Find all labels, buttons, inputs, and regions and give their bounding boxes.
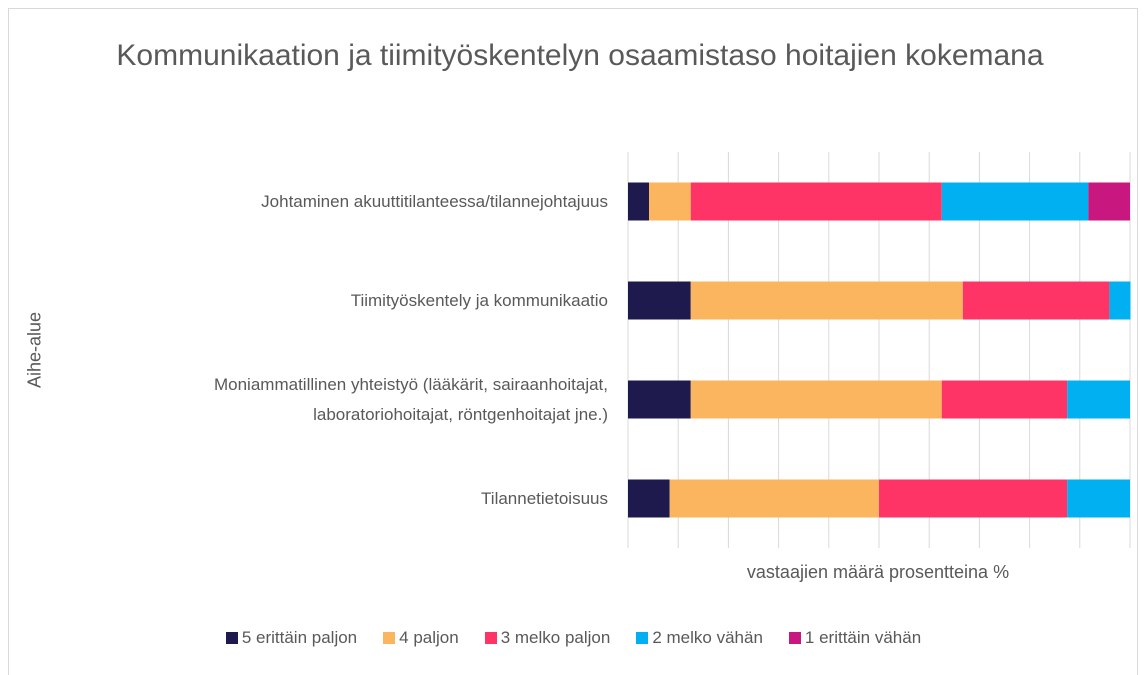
x-axis-label: vastaajien määrä prosentteina %	[746, 562, 1010, 582]
legend-item: 2 melko vähän	[636, 628, 763, 648]
legend-item: 4 paljon	[383, 628, 459, 648]
bar-segment	[628, 479, 670, 518]
bar-segment	[690, 281, 963, 320]
legend-item: 1 erittäin vähän	[788, 628, 922, 648]
legend-item: 3 melko paljon	[484, 628, 611, 648]
bar-segment	[628, 380, 691, 419]
legend-label: 2 melko vähän	[652, 628, 763, 647]
legend-label: 1 erittäin vähän	[804, 628, 922, 647]
chart-title: Kommunikaation ja tiimityöskentelyn osaa…	[116, 39, 1044, 72]
bar-segment	[690, 380, 942, 419]
y-tick-label: Tilannetietoisuus	[481, 488, 608, 508]
y-tick-label: Tiimityöskentely ja kommunikaatio	[350, 290, 608, 310]
bar-segment	[941, 380, 1068, 419]
legend-label: 5 erittäin paljon	[241, 628, 358, 647]
legend-swatch	[225, 632, 238, 644]
bar-segment	[628, 281, 691, 320]
y-tick-label: Johtaminen akuuttitilanteessa/tilannejoh…	[261, 191, 608, 211]
y-tick-label: Moniammatillinen yhteistyö (lääkärit, sa…	[213, 374, 608, 424]
bar-segment	[690, 182, 942, 221]
bar-segment	[941, 182, 1089, 221]
legend: 5 erittäin paljon 4 paljon 3 melko paljon 2…	[0, 628, 1147, 648]
bar-segment	[1067, 479, 1130, 518]
bar-segment	[1109, 281, 1131, 320]
y-axis-label: Aihe-alue	[24, 311, 45, 389]
legend-label: 4 paljon	[399, 628, 459, 647]
legend-swatch	[484, 632, 497, 644]
legend-swatch	[788, 632, 801, 644]
bar-segment	[962, 281, 1110, 320]
legend-label: 3 melko paljon	[500, 628, 611, 647]
bar-segment	[879, 479, 1068, 518]
legend-item: 5 erittäin paljon	[225, 628, 358, 648]
bar-segment	[649, 182, 691, 221]
bar-segment	[669, 479, 879, 518]
bar-segment	[1088, 182, 1130, 221]
legend-swatch	[636, 632, 649, 644]
legend-swatch	[383, 632, 396, 644]
chart-frame	[8, 8, 1138, 675]
bar-segment	[628, 182, 650, 221]
bar-segment	[1067, 380, 1130, 419]
